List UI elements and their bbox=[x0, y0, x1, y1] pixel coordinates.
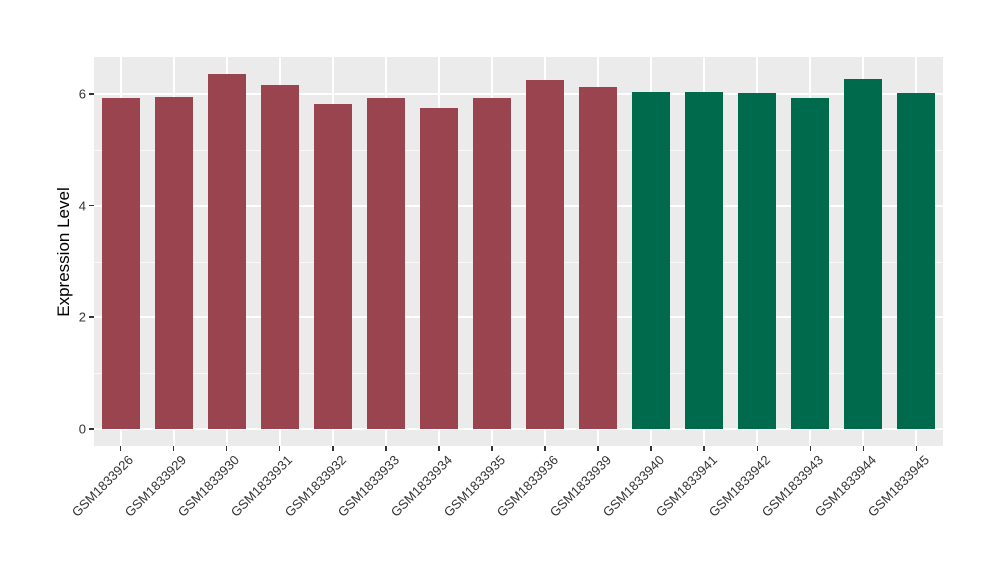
bar-GSM1833930 bbox=[207, 74, 246, 429]
x-tick-mark bbox=[438, 446, 440, 451]
gridline-minor-y5 bbox=[94, 150, 943, 151]
gridline-major-y6 bbox=[94, 93, 943, 96]
bar-GSM1833929 bbox=[154, 96, 193, 429]
bar-GSM1833939 bbox=[579, 86, 618, 429]
y-tick-mark bbox=[89, 93, 94, 95]
bar-GSM1833941 bbox=[685, 91, 724, 429]
gridline-major-y4 bbox=[94, 204, 943, 207]
y-tick-mark bbox=[89, 204, 94, 207]
y-tick-mark bbox=[89, 428, 94, 430]
x-tick-mark bbox=[332, 446, 334, 451]
x-tick-mark bbox=[544, 446, 546, 451]
y-tick-mark bbox=[89, 316, 94, 318]
x-tick-mark bbox=[119, 446, 122, 451]
x-tick-mark bbox=[225, 446, 228, 451]
x-tick-mark bbox=[278, 446, 281, 451]
x-tick-mark bbox=[650, 446, 652, 451]
bar-GSM1833933 bbox=[366, 98, 405, 429]
gridline-minor-y3 bbox=[94, 261, 943, 263]
x-tick-mark bbox=[597, 446, 599, 451]
bar-GSM1833943 bbox=[791, 98, 830, 429]
bar-GSM1833944 bbox=[844, 78, 883, 429]
bar-GSM1833931 bbox=[260, 84, 299, 429]
y-tick-label: 0 bbox=[78, 421, 86, 437]
bar-GSM1833942 bbox=[738, 93, 777, 429]
x-tick-mark bbox=[756, 446, 759, 451]
gridline-major-y2 bbox=[94, 316, 943, 319]
bar-GSM1833935 bbox=[472, 98, 511, 429]
bar-GSM1833945 bbox=[897, 92, 936, 429]
y-tick-label: 6 bbox=[78, 86, 86, 102]
plot-panel bbox=[94, 57, 943, 446]
gridline-minor-y1 bbox=[94, 373, 943, 375]
bar-GSM1833926 bbox=[101, 98, 140, 429]
gridline-major-y0 bbox=[94, 428, 943, 430]
bar-GSM1833932 bbox=[313, 103, 352, 429]
bar-GSM1833934 bbox=[419, 107, 458, 429]
y-tick-label: 4 bbox=[78, 198, 86, 214]
x-tick-mark bbox=[862, 446, 865, 451]
x-tick-mark bbox=[172, 446, 175, 451]
bar-GSM1833936 bbox=[526, 80, 565, 429]
x-tick-mark bbox=[915, 446, 918, 451]
x-tick-mark bbox=[491, 446, 493, 451]
bar-GSM1833940 bbox=[632, 91, 671, 429]
x-tick-mark bbox=[385, 446, 387, 451]
x-tick-mark bbox=[809, 446, 812, 451]
x-tick-mark bbox=[703, 446, 705, 451]
y-tick-label: 2 bbox=[78, 309, 86, 325]
